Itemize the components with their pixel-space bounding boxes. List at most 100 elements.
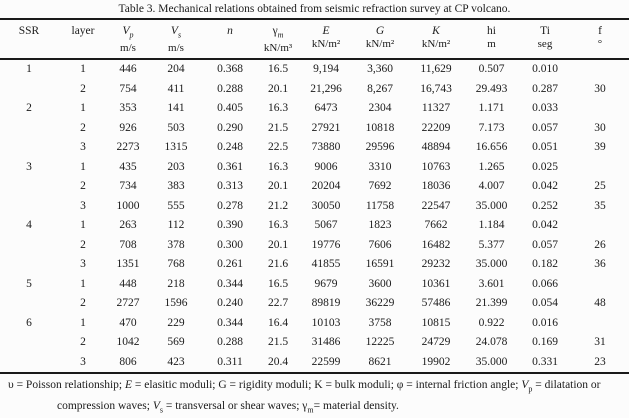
table-cell: 22209 (421, 121, 451, 134)
table-row: 2 1 353 141 0.405 16.3 6473 2304 11327 1.171 0.033 (0, 99, 629, 119)
table-cell: 22599 (311, 355, 341, 368)
column-unit: m/s (120, 42, 136, 55)
table-cell: 470 (119, 316, 137, 329)
table-cell: 73880 (311, 141, 341, 154)
table-cell: 0.042 (532, 219, 558, 232)
table-cell: 20204 (311, 180, 341, 193)
table-cell: 0.290 (217, 121, 243, 134)
table-cell: 8,267 (367, 82, 393, 95)
table-cell: 0.057 (532, 121, 558, 134)
table-cell: 19776 (311, 238, 341, 251)
footnote-segment: E (124, 379, 132, 392)
table-cell: 0.169 (532, 336, 558, 349)
table-cell: 1596 (164, 297, 188, 310)
table-cell: 229 (167, 316, 185, 329)
table-cell: 1315 (164, 141, 188, 154)
table-row: 2 734 383 0.313 20.1 20204 7692 18036 4.007 0.042… (0, 177, 629, 197)
table-cell: 39 (594, 141, 606, 154)
table-cell: 0.016 (532, 316, 558, 329)
table-cell: 31486 (311, 336, 341, 349)
table-cell: 0.261 (217, 258, 243, 271)
table-cell: 0.313 (217, 180, 243, 193)
footnote-segment: p (528, 384, 533, 394)
table-cell: 20.1 (267, 238, 289, 251)
table-cell: 30 (594, 121, 606, 134)
table-cell (0, 294, 58, 314)
table-cell: 0.922 (478, 316, 505, 329)
table-cell: 0.057 (532, 238, 558, 251)
table-cell: 3,360 (367, 63, 393, 76)
footnote-segment: V (521, 379, 529, 392)
table-cell: 9006 (314, 160, 338, 173)
table-cell: 218 (167, 277, 185, 290)
table-cell: 0.278 (217, 199, 243, 212)
table-cell: 29232 (421, 258, 451, 271)
table-cell: 16.3 (267, 160, 289, 173)
table-cell: 2 (80, 82, 86, 95)
column-symbol-subscript: s (177, 30, 182, 40)
table-cell: 448 (119, 277, 137, 290)
column-unit: seg (537, 38, 553, 50)
table-cell: 36229 (365, 297, 395, 310)
table-body: 1 1 446 204 0.368 16.5 9,194 3,360 11,629 0.507 0.… (0, 59, 629, 374)
column-symbol: f (598, 25, 602, 37)
table-row: 1 1 446 204 0.368 16.5 9,194 3,360 11,629 0.507 0.… (0, 59, 629, 80)
table-cell: 1 (26, 63, 32, 76)
column-unit: m/s (168, 42, 184, 55)
table-cell: 1000 (116, 199, 140, 212)
table-cell: 3310 (368, 160, 392, 173)
table-cell: 0.051 (532, 141, 558, 154)
column-header-vs: Vs m/s (148, 19, 204, 59)
table-cell: 0.025 (532, 160, 558, 173)
table-cell: 263 (119, 219, 137, 232)
column-unit: m (487, 38, 496, 50)
table-cell: 0.288 (217, 336, 243, 349)
table-cell: 3 (80, 258, 86, 271)
table-row: 2 708 378 0.300 20.1 19776 7606 16482 5.377 0.057… (0, 236, 629, 256)
table-cell: 48 (594, 297, 606, 310)
table-cell: 16.5 (267, 63, 289, 76)
table-cell: 31 (594, 336, 606, 349)
table-cell (571, 216, 629, 236)
table-row: 3 1000 555 0.278 21.2 30050 11758 22547 35.000 0.… (0, 197, 629, 217)
table-cell: 0.066 (532, 277, 558, 290)
table-row: 3 2273 1315 0.248 22.5 73880 29596 48894 16.656 0… (0, 138, 629, 158)
table-cell: 7606 (368, 238, 392, 251)
table-cell: 3 (80, 355, 86, 368)
table-cell: 0.248 (217, 141, 243, 154)
table-cell: 7.173 (478, 121, 505, 134)
table-cell: 18036 (421, 180, 451, 193)
column-header-gamma-m: γm kN/m³ (256, 19, 300, 59)
table-cell: 1 (80, 102, 86, 115)
table-cell: 0.344 (217, 316, 243, 329)
column-unit: ° (597, 38, 603, 50)
table-cell: 20.1 (267, 180, 289, 193)
table-cell: 1 (80, 316, 86, 329)
table-cell: 21.2 (267, 199, 289, 212)
table-row: 3 1 435 203 0.361 16.3 9006 3310 10763 1.265 0.025 (0, 158, 629, 178)
table-cell: 0.252 (532, 199, 558, 212)
table-cell (571, 158, 629, 178)
table-cell: 9,194 (313, 63, 339, 76)
table-cell: 89819 (311, 297, 341, 310)
table-cell: 446 (119, 63, 137, 76)
table-cell: 16.5 (267, 277, 289, 290)
table-cell: 383 (167, 180, 185, 193)
column-symbol-subscript: p (129, 30, 134, 40)
table-cell: 768 (167, 258, 185, 271)
table-cell: 503 (167, 121, 185, 134)
table-cell: 5.377 (478, 238, 505, 251)
table-cell: 16591 (365, 258, 395, 271)
table-cell: 9679 (314, 277, 338, 290)
table-cell: 20.4 (267, 355, 289, 368)
table-cell: 2727 (116, 297, 140, 310)
table-cell: 16.3 (267, 102, 289, 115)
table-cell: 2 (80, 238, 86, 251)
table-cell: 48894 (421, 141, 451, 154)
table-cell: 35 (594, 199, 606, 212)
table-cell: 21.5 (267, 336, 289, 349)
table-cell: 21,296 (310, 82, 342, 95)
table-cell: 1351 (116, 258, 140, 271)
table-cell: 2 (80, 336, 86, 349)
table-cell: 29596 (365, 141, 395, 154)
